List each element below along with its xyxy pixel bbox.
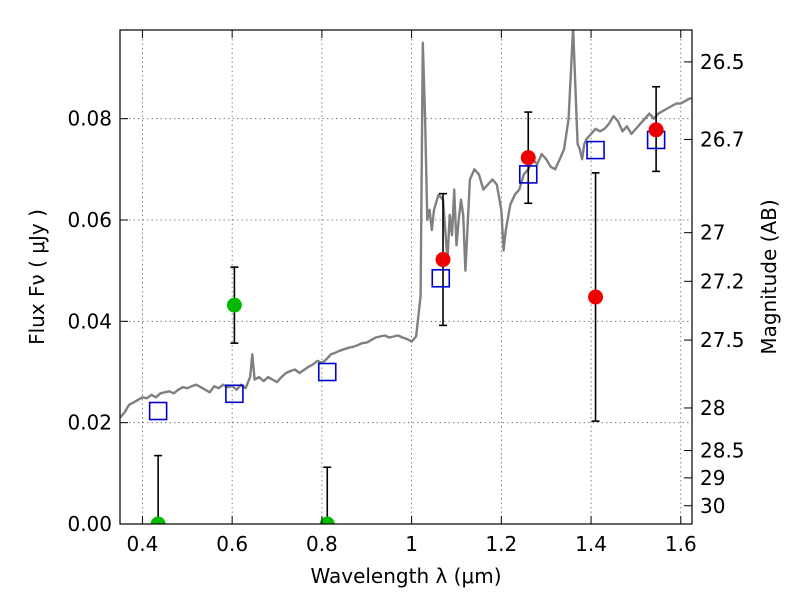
marker-layer [148, 122, 666, 524]
magnitude-tick-label: 26.7 [700, 127, 745, 151]
photometry-circle-marker [520, 150, 536, 166]
model-square-marker [317, 362, 337, 382]
magnitude-tick-label: 28 [700, 396, 725, 420]
x-tick-label: 0.6 [216, 532, 248, 556]
x-tick-label: 0.4 [127, 532, 159, 556]
model-square-marker [148, 401, 168, 421]
model-square-marker [586, 140, 605, 160]
tick-layer: 0.4 0.6 0.8 1 1.2 1.4 1.6 0.00 0.02 0.04 0.06 0.08 2… [67, 30, 745, 556]
y-axis-label: Flux Fν ( μJy ) [25, 209, 49, 345]
x-tick-label: 1.4 [575, 532, 607, 556]
plot-frame [119, 29, 693, 525]
model-square-marker [225, 384, 244, 404]
y-tick-label: 0.04 [67, 309, 112, 333]
model-square-marker [518, 165, 538, 184]
magnitude-tick-label: 27.2 [700, 269, 745, 293]
model-square-marker [431, 268, 451, 288]
y-tick-label: 0.02 [67, 411, 112, 435]
photometry-circle-marker [648, 122, 664, 138]
y-tick-label: 0.06 [67, 208, 112, 232]
magnitude-axis-label: Magnitude (AB) [757, 199, 781, 354]
photometry-circle-marker [435, 252, 451, 268]
magnitude-tick-label: 30 [700, 494, 725, 518]
photometry-circle-marker [588, 289, 604, 305]
magnitude-tick-label: 27.5 [700, 328, 745, 352]
y-tick-label: 0.08 [67, 107, 112, 131]
x-tick-label: 1.6 [665, 532, 697, 556]
x-axis-label: Wavelength λ (μm) [310, 564, 501, 588]
spectrum-line [120, 30, 692, 419]
magnitude-tick-label: 28.5 [700, 439, 745, 463]
x-tick-label: 0.8 [306, 532, 338, 556]
photometry-circle-marker [226, 297, 242, 313]
y-tick-label: 0.00 [67, 512, 112, 536]
photometry-circle-marker [150, 516, 166, 524]
spectrum-layer [120, 30, 692, 419]
x-tick-label: 1.2 [485, 532, 517, 556]
magnitude-tick-label: 26.5 [700, 50, 745, 74]
photometry-circle-marker [319, 516, 335, 524]
x-tick-label: 1 [405, 532, 418, 556]
magnitude-tick-label: 27 [700, 221, 725, 245]
magnitude-tick-label: 29 [700, 466, 725, 490]
